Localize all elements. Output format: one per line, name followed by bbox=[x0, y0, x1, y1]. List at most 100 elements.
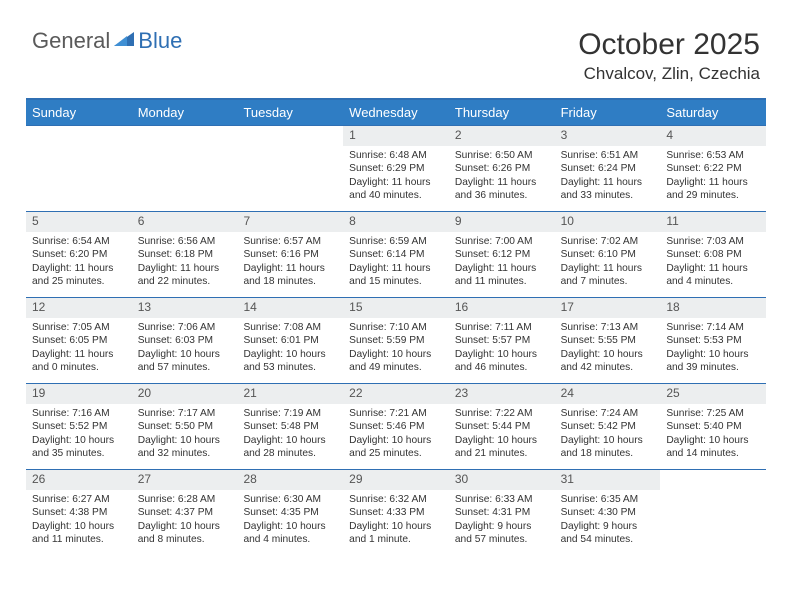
sunset-text: Sunset: 5:50 PM bbox=[138, 420, 234, 433]
sunrise-text: Sunrise: 6:48 AM bbox=[349, 149, 445, 162]
daylight-text: Daylight: 10 hours and 4 minutes. bbox=[243, 520, 339, 547]
daylight-text: Daylight: 10 hours and 18 minutes. bbox=[561, 434, 657, 461]
day-header: Wednesday bbox=[343, 100, 449, 125]
day-cell: 2Sunrise: 6:50 AMSunset: 6:26 PMDaylight… bbox=[449, 126, 555, 211]
sunrise-text: Sunrise: 6:27 AM bbox=[32, 493, 128, 506]
daylight-text: Daylight: 11 hours and 29 minutes. bbox=[666, 176, 762, 203]
day-cell: 9Sunrise: 7:00 AMSunset: 6:12 PMDaylight… bbox=[449, 212, 555, 297]
daylight-text: Daylight: 10 hours and 35 minutes. bbox=[32, 434, 128, 461]
day-number: 6 bbox=[132, 212, 238, 232]
day-body: Sunrise: 7:03 AMSunset: 6:08 PMDaylight:… bbox=[660, 232, 766, 293]
day-number: 16 bbox=[449, 298, 555, 318]
day-number: 18 bbox=[660, 298, 766, 318]
day-body: Sunrise: 7:25 AMSunset: 5:40 PMDaylight:… bbox=[660, 404, 766, 465]
month-title: October 2025 bbox=[578, 28, 760, 62]
header: General Blue October 2025 Chvalcov, Zlin… bbox=[0, 0, 792, 94]
daylight-text: Daylight: 9 hours and 54 minutes. bbox=[561, 520, 657, 547]
sunset-text: Sunset: 5:55 PM bbox=[561, 334, 657, 347]
sunrise-text: Sunrise: 6:50 AM bbox=[455, 149, 551, 162]
week-row: 5Sunrise: 6:54 AMSunset: 6:20 PMDaylight… bbox=[26, 211, 766, 297]
day-body: Sunrise: 7:13 AMSunset: 5:55 PMDaylight:… bbox=[555, 318, 661, 379]
sunset-text: Sunset: 5:48 PM bbox=[243, 420, 339, 433]
sunset-text: Sunset: 6:29 PM bbox=[349, 162, 445, 175]
sunset-text: Sunset: 6:08 PM bbox=[666, 248, 762, 261]
day-body: Sunrise: 7:22 AMSunset: 5:44 PMDaylight:… bbox=[449, 404, 555, 465]
week-row: 19Sunrise: 7:16 AMSunset: 5:52 PMDayligh… bbox=[26, 383, 766, 469]
sunset-text: Sunset: 6:10 PM bbox=[561, 248, 657, 261]
sunrise-text: Sunrise: 7:00 AM bbox=[455, 235, 551, 248]
sunset-text: Sunset: 5:53 PM bbox=[666, 334, 762, 347]
day-body: Sunrise: 7:08 AMSunset: 6:01 PMDaylight:… bbox=[237, 318, 343, 379]
sunset-text: Sunset: 5:57 PM bbox=[455, 334, 551, 347]
sunrise-text: Sunrise: 6:28 AM bbox=[138, 493, 234, 506]
location-label: Chvalcov, Zlin, Czechia bbox=[578, 64, 760, 84]
sunset-text: Sunset: 6:12 PM bbox=[455, 248, 551, 261]
sunset-text: Sunset: 5:52 PM bbox=[32, 420, 128, 433]
day-body: Sunrise: 7:05 AMSunset: 6:05 PMDaylight:… bbox=[26, 318, 132, 379]
sunrise-text: Sunrise: 6:32 AM bbox=[349, 493, 445, 506]
day-number: 15 bbox=[343, 298, 449, 318]
day-cell: 12Sunrise: 7:05 AMSunset: 6:05 PMDayligh… bbox=[26, 298, 132, 383]
day-cell: 30Sunrise: 6:33 AMSunset: 4:31 PMDayligh… bbox=[449, 470, 555, 555]
sunset-text: Sunset: 6:26 PM bbox=[455, 162, 551, 175]
title-block: October 2025 Chvalcov, Zlin, Czechia bbox=[578, 28, 760, 84]
sunset-text: Sunset: 6:22 PM bbox=[666, 162, 762, 175]
day-number: 11 bbox=[660, 212, 766, 232]
day-cell bbox=[237, 126, 343, 211]
day-number: 3 bbox=[555, 126, 661, 146]
day-body: Sunrise: 6:50 AMSunset: 6:26 PMDaylight:… bbox=[449, 146, 555, 207]
day-cell: 27Sunrise: 6:28 AMSunset: 4:37 PMDayligh… bbox=[132, 470, 238, 555]
day-number: 12 bbox=[26, 298, 132, 318]
sunset-text: Sunset: 4:33 PM bbox=[349, 506, 445, 519]
sunrise-text: Sunrise: 7:03 AM bbox=[666, 235, 762, 248]
sunset-text: Sunset: 5:44 PM bbox=[455, 420, 551, 433]
sunset-text: Sunset: 6:18 PM bbox=[138, 248, 234, 261]
daylight-text: Daylight: 10 hours and 25 minutes. bbox=[349, 434, 445, 461]
daylight-text: Daylight: 11 hours and 18 minutes. bbox=[243, 262, 339, 289]
logo-text-general: General bbox=[32, 28, 110, 54]
day-cell: 8Sunrise: 6:59 AMSunset: 6:14 PMDaylight… bbox=[343, 212, 449, 297]
day-cell: 3Sunrise: 6:51 AMSunset: 6:24 PMDaylight… bbox=[555, 126, 661, 211]
sunrise-text: Sunrise: 7:08 AM bbox=[243, 321, 339, 334]
daylight-text: Daylight: 9 hours and 57 minutes. bbox=[455, 520, 551, 547]
day-header: Tuesday bbox=[237, 100, 343, 125]
sunrise-text: Sunrise: 6:56 AM bbox=[138, 235, 234, 248]
sunrise-text: Sunrise: 7:24 AM bbox=[561, 407, 657, 420]
day-header: Monday bbox=[132, 100, 238, 125]
daylight-text: Daylight: 11 hours and 22 minutes. bbox=[138, 262, 234, 289]
day-header: Sunday bbox=[26, 100, 132, 125]
sunrise-text: Sunrise: 7:22 AM bbox=[455, 407, 551, 420]
daylight-text: Daylight: 10 hours and 53 minutes. bbox=[243, 348, 339, 375]
day-number: 30 bbox=[449, 470, 555, 490]
sunset-text: Sunset: 4:37 PM bbox=[138, 506, 234, 519]
day-cell: 23Sunrise: 7:22 AMSunset: 5:44 PMDayligh… bbox=[449, 384, 555, 469]
day-cell: 25Sunrise: 7:25 AMSunset: 5:40 PMDayligh… bbox=[660, 384, 766, 469]
day-cell: 1Sunrise: 6:48 AMSunset: 6:29 PMDaylight… bbox=[343, 126, 449, 211]
day-number: 7 bbox=[237, 212, 343, 232]
day-cell: 5Sunrise: 6:54 AMSunset: 6:20 PMDaylight… bbox=[26, 212, 132, 297]
day-cell: 10Sunrise: 7:02 AMSunset: 6:10 PMDayligh… bbox=[555, 212, 661, 297]
logo: General Blue bbox=[32, 28, 182, 54]
day-body: Sunrise: 6:51 AMSunset: 6:24 PMDaylight:… bbox=[555, 146, 661, 207]
day-cell: 21Sunrise: 7:19 AMSunset: 5:48 PMDayligh… bbox=[237, 384, 343, 469]
sunset-text: Sunset: 5:40 PM bbox=[666, 420, 762, 433]
day-number: 5 bbox=[26, 212, 132, 232]
day-body: Sunrise: 7:21 AMSunset: 5:46 PMDaylight:… bbox=[343, 404, 449, 465]
sunset-text: Sunset: 6:24 PM bbox=[561, 162, 657, 175]
day-body: Sunrise: 6:48 AMSunset: 6:29 PMDaylight:… bbox=[343, 146, 449, 207]
day-number: 4 bbox=[660, 126, 766, 146]
day-body: Sunrise: 6:35 AMSunset: 4:30 PMDaylight:… bbox=[555, 490, 661, 551]
daylight-text: Daylight: 11 hours and 11 minutes. bbox=[455, 262, 551, 289]
day-body: Sunrise: 7:24 AMSunset: 5:42 PMDaylight:… bbox=[555, 404, 661, 465]
daylight-text: Daylight: 11 hours and 4 minutes. bbox=[666, 262, 762, 289]
day-body: Sunrise: 7:19 AMSunset: 5:48 PMDaylight:… bbox=[237, 404, 343, 465]
sunset-text: Sunset: 4:35 PM bbox=[243, 506, 339, 519]
day-body: Sunrise: 7:16 AMSunset: 5:52 PMDaylight:… bbox=[26, 404, 132, 465]
week-row: 26Sunrise: 6:27 AMSunset: 4:38 PMDayligh… bbox=[26, 469, 766, 555]
day-body: Sunrise: 6:54 AMSunset: 6:20 PMDaylight:… bbox=[26, 232, 132, 293]
day-number: 26 bbox=[26, 470, 132, 490]
sunrise-text: Sunrise: 7:19 AM bbox=[243, 407, 339, 420]
day-header-row: Sunday Monday Tuesday Wednesday Thursday… bbox=[26, 100, 766, 125]
day-number: 10 bbox=[555, 212, 661, 232]
daylight-text: Daylight: 11 hours and 7 minutes. bbox=[561, 262, 657, 289]
